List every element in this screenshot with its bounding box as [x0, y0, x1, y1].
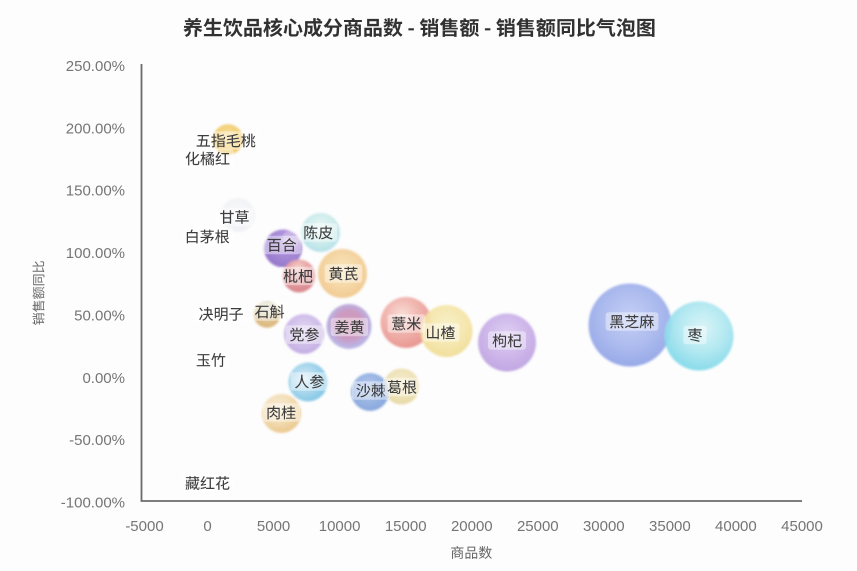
svg-text:35000: 35000: [649, 518, 691, 535]
svg-text:40000: 40000: [715, 518, 757, 535]
svg-text:0: 0: [203, 518, 211, 535]
svg-text:150.00%: 150.00%: [66, 183, 125, 200]
svg-text:50.00%: 50.00%: [74, 307, 125, 324]
svg-text:20000: 20000: [451, 518, 493, 535]
svg-text:15000: 15000: [385, 518, 427, 535]
svg-text:-100.00%: -100.00%: [61, 495, 125, 512]
svg-text:250.00%: 250.00%: [66, 58, 125, 75]
svg-text:-50.00%: -50.00%: [69, 432, 125, 449]
svg-text:0.00%: 0.00%: [82, 370, 125, 387]
svg-text:30000: 30000: [583, 518, 625, 535]
svg-text:45000: 45000: [781, 518, 823, 535]
svg-text:25000: 25000: [517, 518, 559, 535]
svg-text:5000: 5000: [257, 518, 290, 535]
svg-text:100.00%: 100.00%: [66, 245, 125, 262]
svg-text:200.00%: 200.00%: [66, 120, 125, 137]
svg-text:10000: 10000: [319, 518, 361, 535]
svg-text:-5000: -5000: [125, 518, 163, 535]
